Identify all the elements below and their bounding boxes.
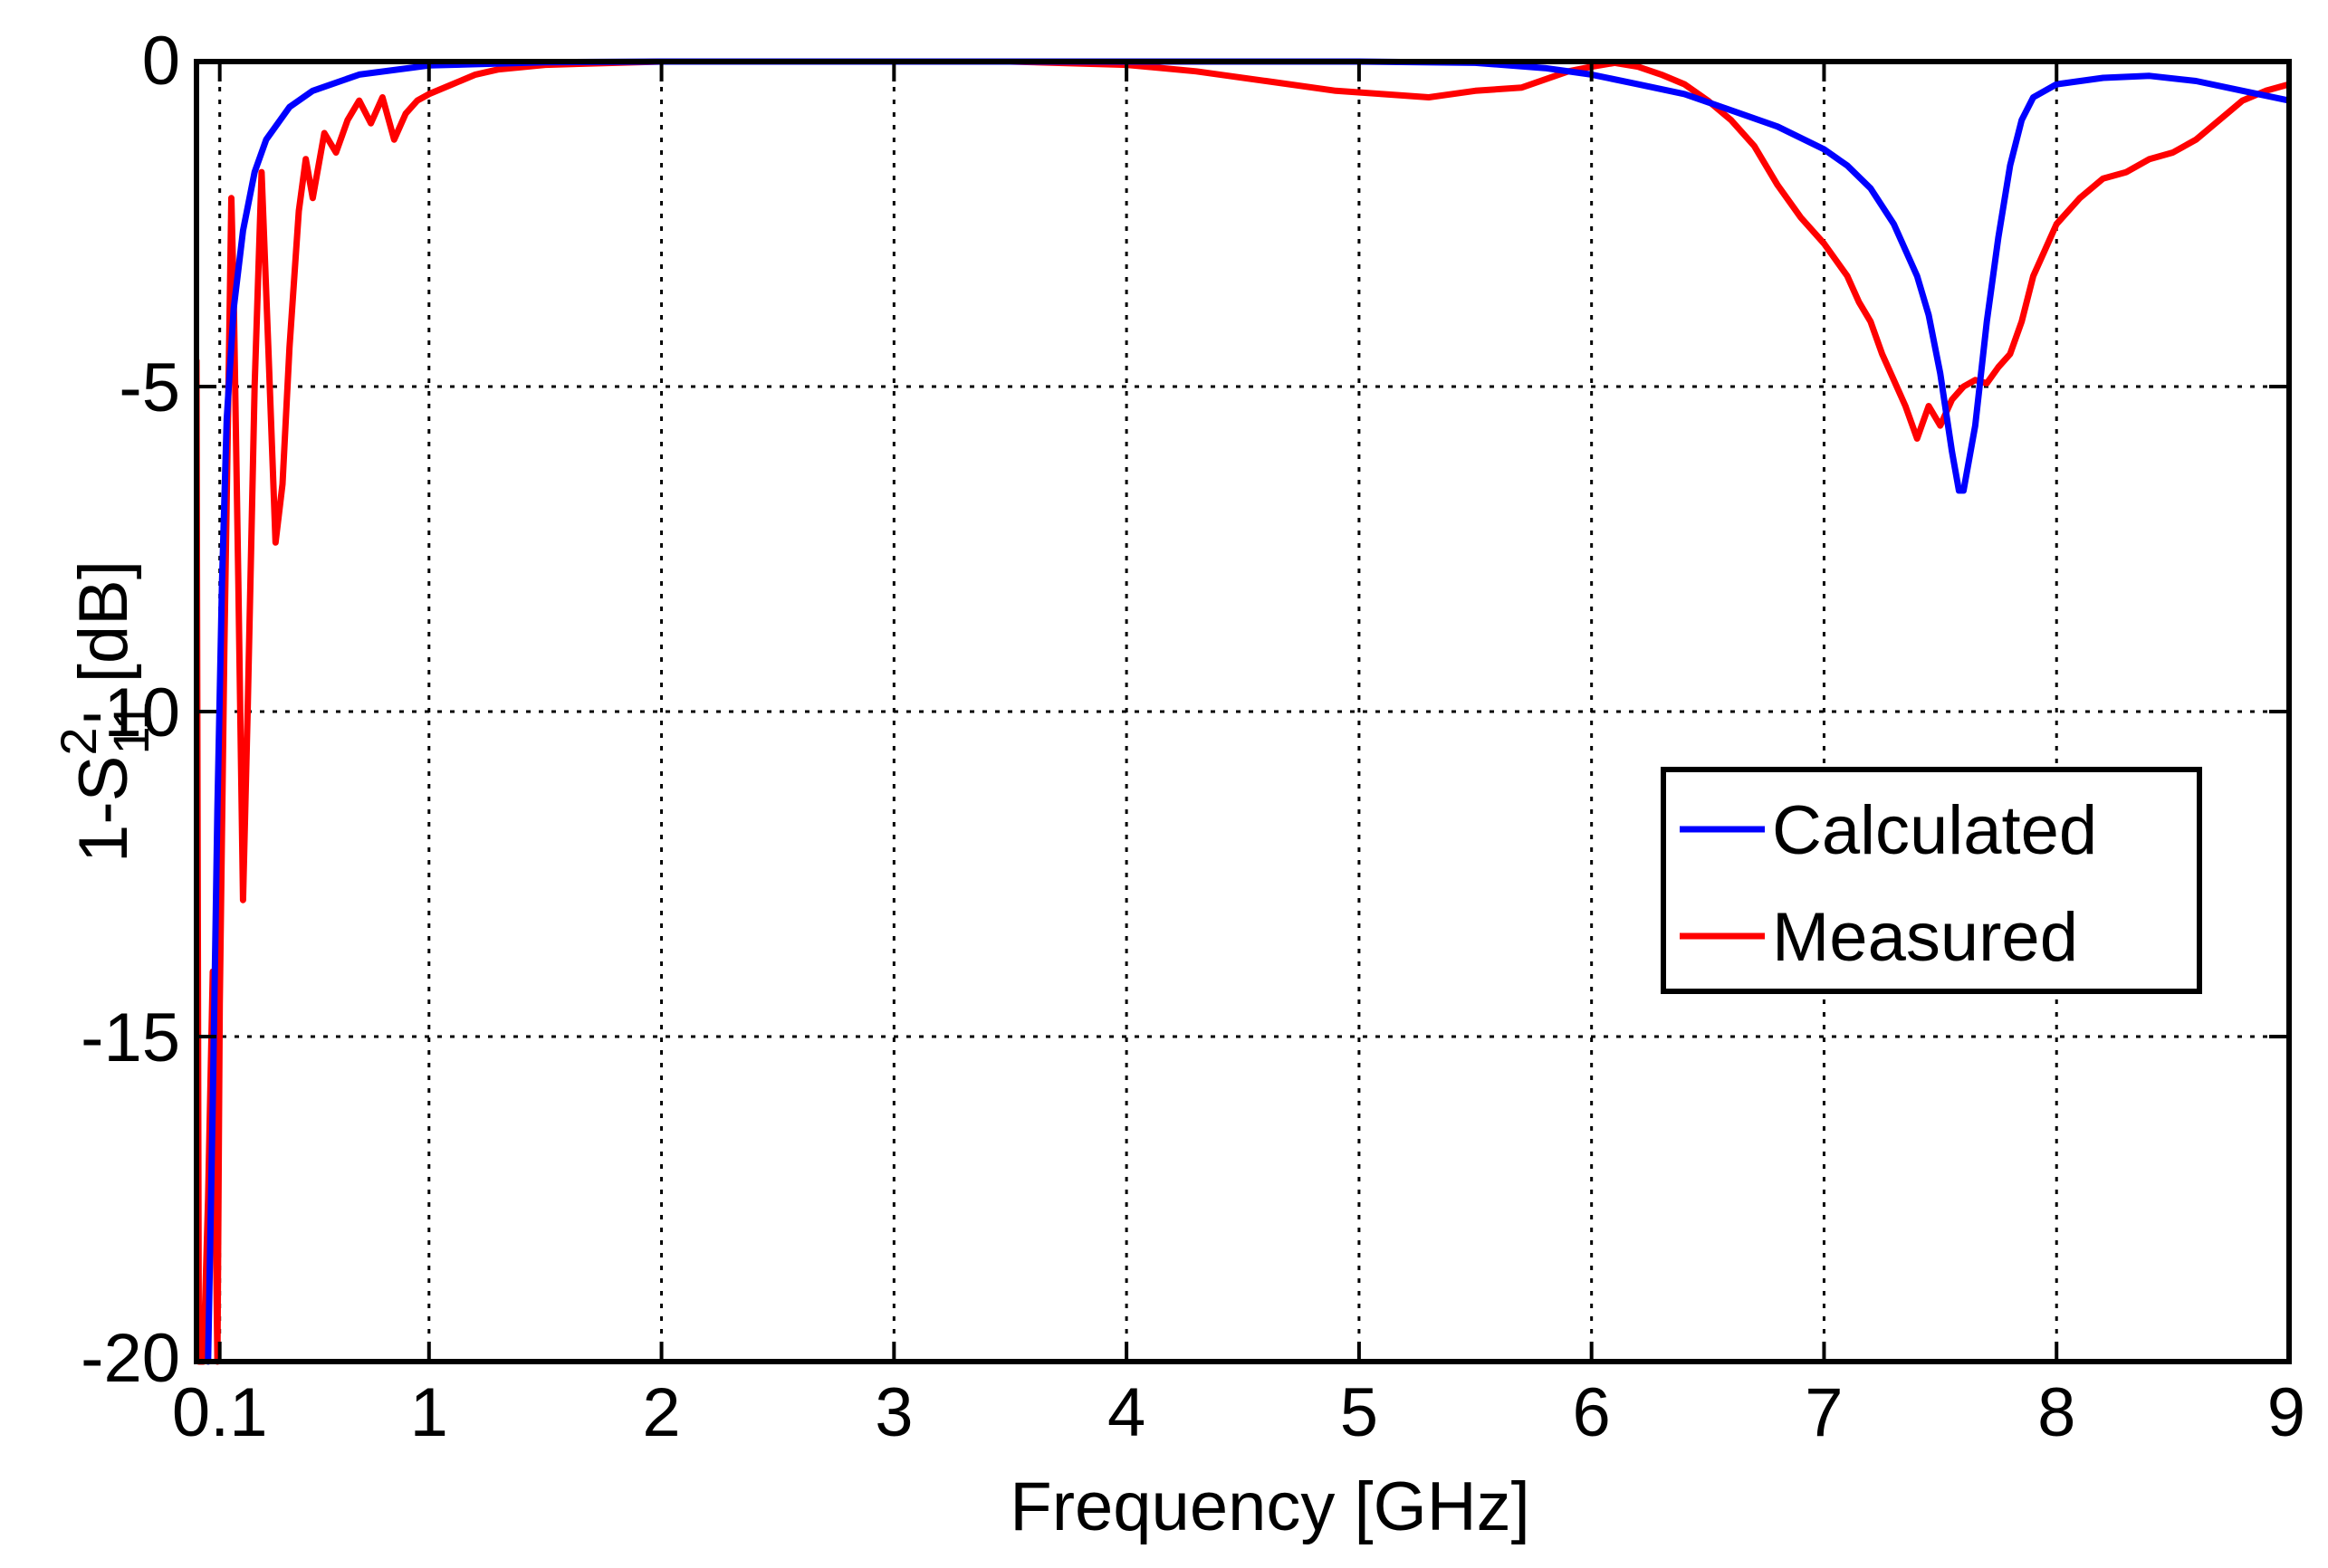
y-tick-labels: 0 -5 -10 -15 -20 (81, 23, 180, 1397)
series-line-calculated (205, 58, 2289, 1365)
x-tick-label: 1 (410, 1374, 448, 1451)
y-axis-title-suffix: [dB] (65, 560, 142, 702)
x-tick-label: 6 (1573, 1374, 1611, 1451)
y-axis-title-superscript: 2 (50, 728, 107, 756)
y-axis-title-subscript: 11 (102, 702, 159, 754)
axis-ticks (196, 60, 2291, 1363)
x-tick-label: 5 (1340, 1374, 1378, 1451)
legend-box (1661, 767, 2202, 994)
legend-label-measured: Measured (1772, 899, 2078, 976)
x-tick-label: 2 (642, 1374, 680, 1451)
y-tick-label: -10 (81, 674, 180, 751)
y-axis-title: 1-S211 [dB] (50, 560, 159, 863)
grid (196, 62, 2289, 1362)
legend: Calculated Measured (1661, 767, 2202, 994)
x-tick-label: 8 (2037, 1374, 2075, 1451)
y-tick-label: 0 (142, 23, 180, 100)
x-axis-title: Frequency [GHz] (1010, 1468, 1529, 1545)
x-tick-label: 3 (875, 1374, 913, 1451)
x-tick-label: 9 (2267, 1374, 2305, 1451)
y-tick-label: -5 (119, 349, 180, 426)
x-tick-label: 0.1 (172, 1374, 268, 1451)
x-tick-labels: 0.1 1 2 3 4 5 6 7 8 9 (172, 1374, 2305, 1451)
y-tick-label: -20 (81, 1320, 180, 1397)
series-line-measured (196, 58, 2289, 1365)
x-tick-label: 4 (1107, 1374, 1145, 1451)
x-tick-label: 7 (1805, 1374, 1843, 1451)
y-axis-title-prefix: 1-S (65, 756, 142, 863)
plot-series (196, 58, 2289, 1365)
legend-label-calculated: Calculated (1772, 792, 2097, 869)
y-tick-label: -15 (81, 999, 180, 1076)
